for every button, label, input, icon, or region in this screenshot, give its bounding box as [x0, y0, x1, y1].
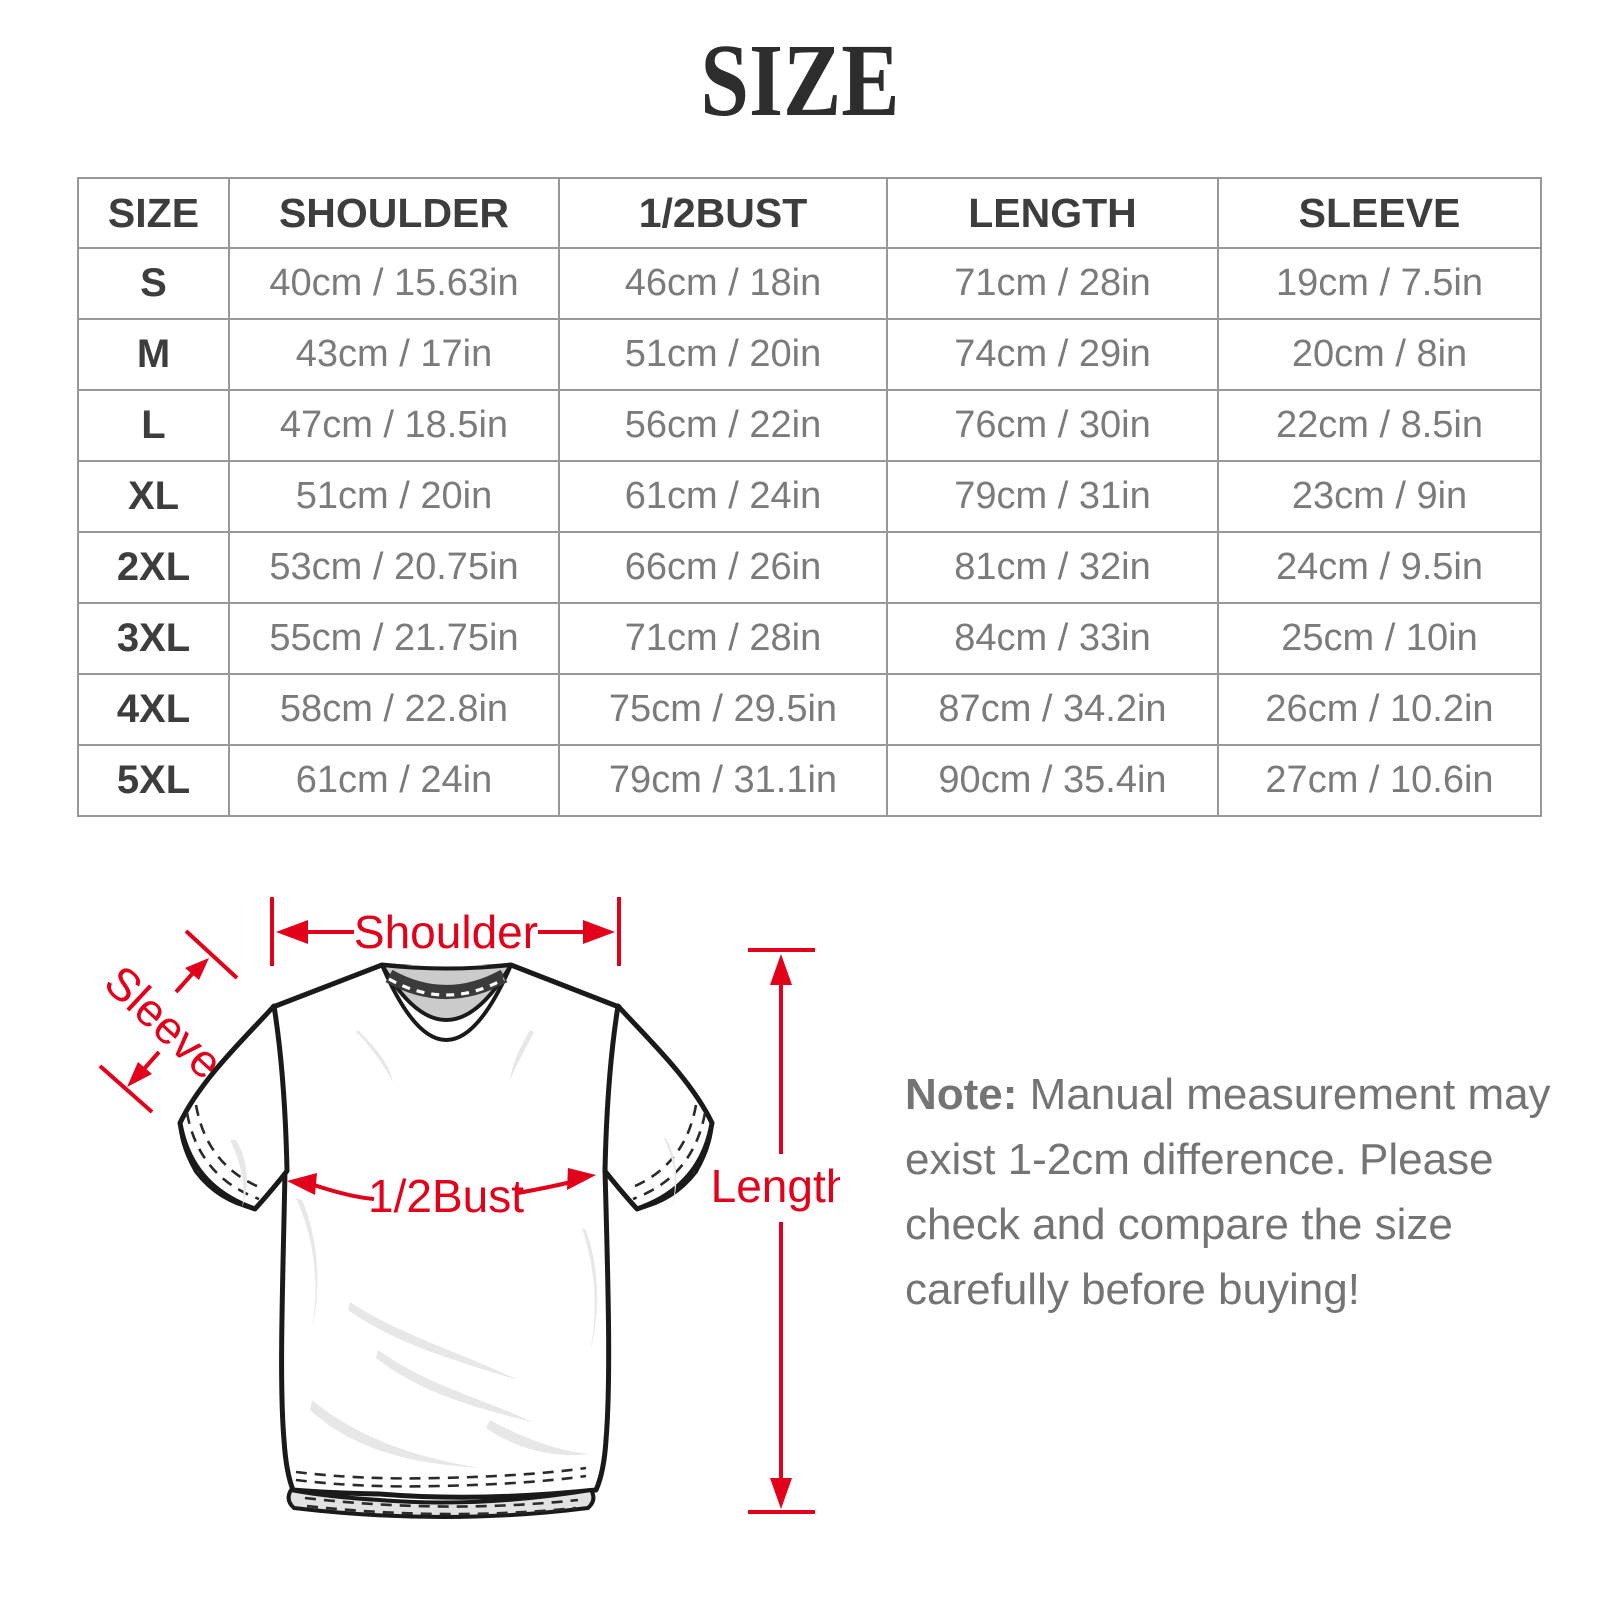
cell-sleeve: 25cm / 10in [1217, 602, 1542, 675]
column-header-length: LENGTH [886, 177, 1219, 249]
table-row: M 43cm / 17in 51cm / 20in 74cm / 29in 20… [77, 318, 1542, 391]
cell-half-bust: 61cm / 24in [558, 460, 888, 533]
collar-ribbing [385, 969, 508, 999]
column-header-size: SIZE [77, 177, 230, 249]
table-row: 5XL 61cm / 24in 79cm / 31.1in 90cm / 35.… [77, 744, 1542, 817]
cell-half-bust: 71cm / 28in [558, 602, 888, 675]
cell-sleeve: 23cm / 9in [1217, 460, 1542, 533]
header-row: SIZE SHOULDER 1/2BUST LENGTH SLEEVE [77, 177, 1542, 249]
column-header-shoulder: SHOULDER [228, 177, 560, 249]
collar-ribbing-stitch [388, 977, 505, 997]
right-sleeve-stitching [632, 1112, 707, 1201]
table-row: 3XL 55cm / 21.75in 71cm / 28in 84cm / 33… [77, 602, 1542, 675]
table-row: XL 51cm / 20in 61cm / 24in 79cm / 31in 2… [77, 460, 1542, 533]
sleeve-label: Sleeve [95, 955, 233, 1089]
cell-sleeve: 26cm / 10.2in [1217, 673, 1542, 746]
note-text: Note: Manual measurement may exist 1-2cm… [905, 1062, 1555, 1322]
body-hem-stitching [295, 1474, 587, 1488]
note-line-text: Manual measurement may [1029, 1070, 1551, 1119]
cell-half-bust: 66cm / 26in [558, 531, 888, 604]
cell-shoulder: 51cm / 20in [228, 460, 560, 533]
cell-size: 3XL [77, 602, 230, 675]
half-bust-label: 1/2Bust [368, 1170, 524, 1222]
cell-shoulder: 53cm / 20.75in [228, 531, 560, 604]
cell-size: L [77, 389, 230, 462]
bust-dimension: 1/2Bust [287, 1168, 596, 1222]
note-line: Note: Manual measurement may [905, 1062, 1555, 1127]
cell-shoulder: 47cm / 18.5in [228, 389, 560, 462]
page-title: SIZE [700, 23, 900, 138]
length-label: Length [711, 1160, 840, 1212]
cell-half-bust: 46cm / 18in [558, 247, 888, 320]
left-sleeve-stitching [194, 1104, 265, 1191]
cell-length: 76cm / 30in [886, 389, 1219, 462]
tshirt-illustration [177, 962, 715, 1519]
cell-sleeve: 27cm / 10.6in [1217, 744, 1542, 817]
cell-length: 87cm / 34.2in [886, 673, 1219, 746]
hem-stitching [306, 1504, 577, 1516]
cell-size: S [77, 247, 230, 320]
tshirt-diagram: Shoulder Sleeve 1/2Bust [95, 897, 840, 1519]
body-hem-stitching [295, 1466, 587, 1480]
column-header-half-bust: 1/2BUST [558, 177, 888, 249]
left-sleeve-opening [178, 1121, 257, 1211]
cell-sleeve: 20cm / 8in [1217, 318, 1542, 391]
cell-size: 2XL [77, 531, 230, 604]
table-row: 2XL 53cm / 20.75in 66cm / 26in 81cm / 32… [77, 531, 1542, 604]
table-row: S 40cm / 15.63in 46cm / 18in 71cm / 28in… [77, 247, 1542, 320]
cell-length: 81cm / 32in [886, 531, 1219, 604]
cell-size: M [77, 318, 230, 391]
cell-size: 5XL [77, 744, 230, 817]
size-table: SIZE SHOULDER 1/2BUST LENGTH SLEEVE S 40… [77, 177, 1542, 817]
table-row: 4XL 58cm / 22.8in 75cm / 29.5in 87cm / 3… [77, 673, 1542, 746]
shoulder-label: Shoulder [354, 906, 538, 958]
cell-half-bust: 51cm / 20in [558, 318, 888, 391]
cell-length: 71cm / 28in [886, 247, 1219, 320]
cell-size: 4XL [77, 673, 230, 746]
cell-shoulder: 61cm / 24in [228, 744, 560, 817]
cell-length: 79cm / 31in [886, 460, 1219, 533]
note-line: exist 1-2cm difference. Please [905, 1135, 1494, 1184]
cell-half-bust: 56cm / 22in [558, 389, 888, 462]
cell-sleeve: 22cm / 8.5in [1217, 389, 1542, 462]
cell-length: 84cm / 33in [886, 602, 1219, 675]
column-header-sleeve: SLEEVE [1217, 177, 1542, 249]
cell-shoulder: 40cm / 15.63in [228, 247, 560, 320]
table-row: L 47cm / 18.5in 56cm / 22in 76cm / 30in … [77, 389, 1542, 462]
cell-length: 90cm / 35.4in [886, 744, 1219, 817]
cell-half-bust: 75cm / 29.5in [558, 673, 888, 746]
left-sleeve-stitching [185, 1112, 260, 1201]
cell-size: XL [77, 460, 230, 533]
note-line: carefully before buying! [905, 1265, 1360, 1314]
cell-half-bust: 79cm / 31.1in [558, 744, 888, 817]
cell-sleeve: 24cm / 9.5in [1217, 531, 1542, 604]
cell-shoulder: 58cm / 22.8in [228, 673, 560, 746]
cell-shoulder: 55cm / 21.75in [228, 602, 560, 675]
length-dimension: Length [711, 948, 840, 1514]
cell-shoulder: 43cm / 17in [228, 318, 560, 391]
note-line: check and compare the size [905, 1200, 1453, 1249]
cell-length: 74cm / 29in [886, 318, 1219, 391]
hem-stitching [304, 1496, 579, 1508]
shoulder-dimension: Shoulder [270, 897, 621, 966]
note-label: Note: [905, 1070, 1018, 1119]
cell-sleeve: 19cm / 7.5in [1217, 247, 1542, 320]
